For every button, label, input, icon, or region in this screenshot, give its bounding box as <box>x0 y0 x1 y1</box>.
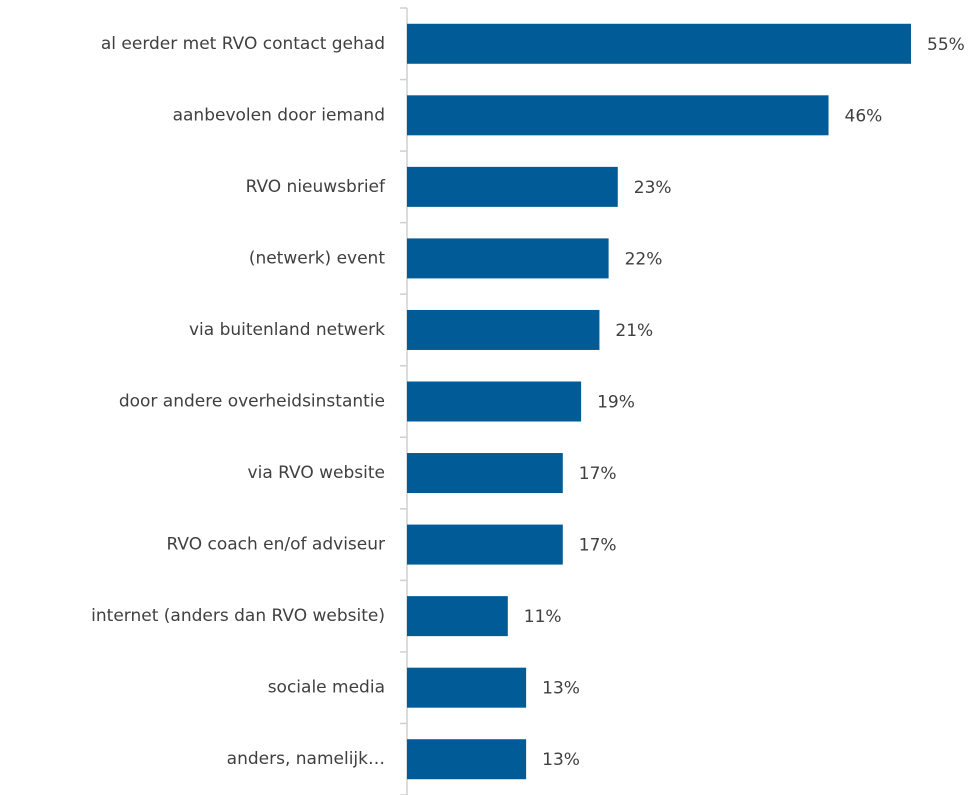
value-label: 22% <box>625 249 663 269</box>
category-label: RVO coach en/of adviseur <box>166 535 385 555</box>
value-label: 17% <box>579 536 617 556</box>
bar <box>407 453 563 494</box>
value-label: 55% <box>927 35 965 55</box>
value-label: 23% <box>634 178 672 198</box>
category-label: sociale media <box>268 678 385 698</box>
bar <box>407 166 618 207</box>
category-label: internet (anders dan RVO website) <box>91 606 385 626</box>
bar <box>407 95 829 136</box>
bar <box>407 381 582 422</box>
value-label: 17% <box>579 464 617 484</box>
value-label: 13% <box>542 679 580 699</box>
category-label: (netwerk) event <box>249 248 386 268</box>
value-label: 46% <box>845 106 883 126</box>
category-label: door andere overheidsinstantie <box>119 392 385 412</box>
bar <box>407 23 911 64</box>
category-label: via RVO website <box>248 463 385 483</box>
category-label: al eerder met RVO contact gehad <box>101 34 385 54</box>
value-label: 13% <box>542 750 580 770</box>
category-label: anders, namelijk… <box>227 749 385 769</box>
bar <box>407 596 508 637</box>
bar <box>407 238 609 279</box>
bar <box>407 309 600 350</box>
category-label: aanbevolen door iemand <box>173 105 385 125</box>
value-label: 19% <box>597 393 635 413</box>
value-label: 21% <box>615 321 653 341</box>
category-label: via buitenland netwerk <box>189 320 385 340</box>
category-label: RVO nieuwsbrief <box>246 177 386 197</box>
value-label: 11% <box>524 607 562 627</box>
bar <box>407 667 527 708</box>
bar <box>407 739 527 780</box>
bar <box>407 524 563 565</box>
